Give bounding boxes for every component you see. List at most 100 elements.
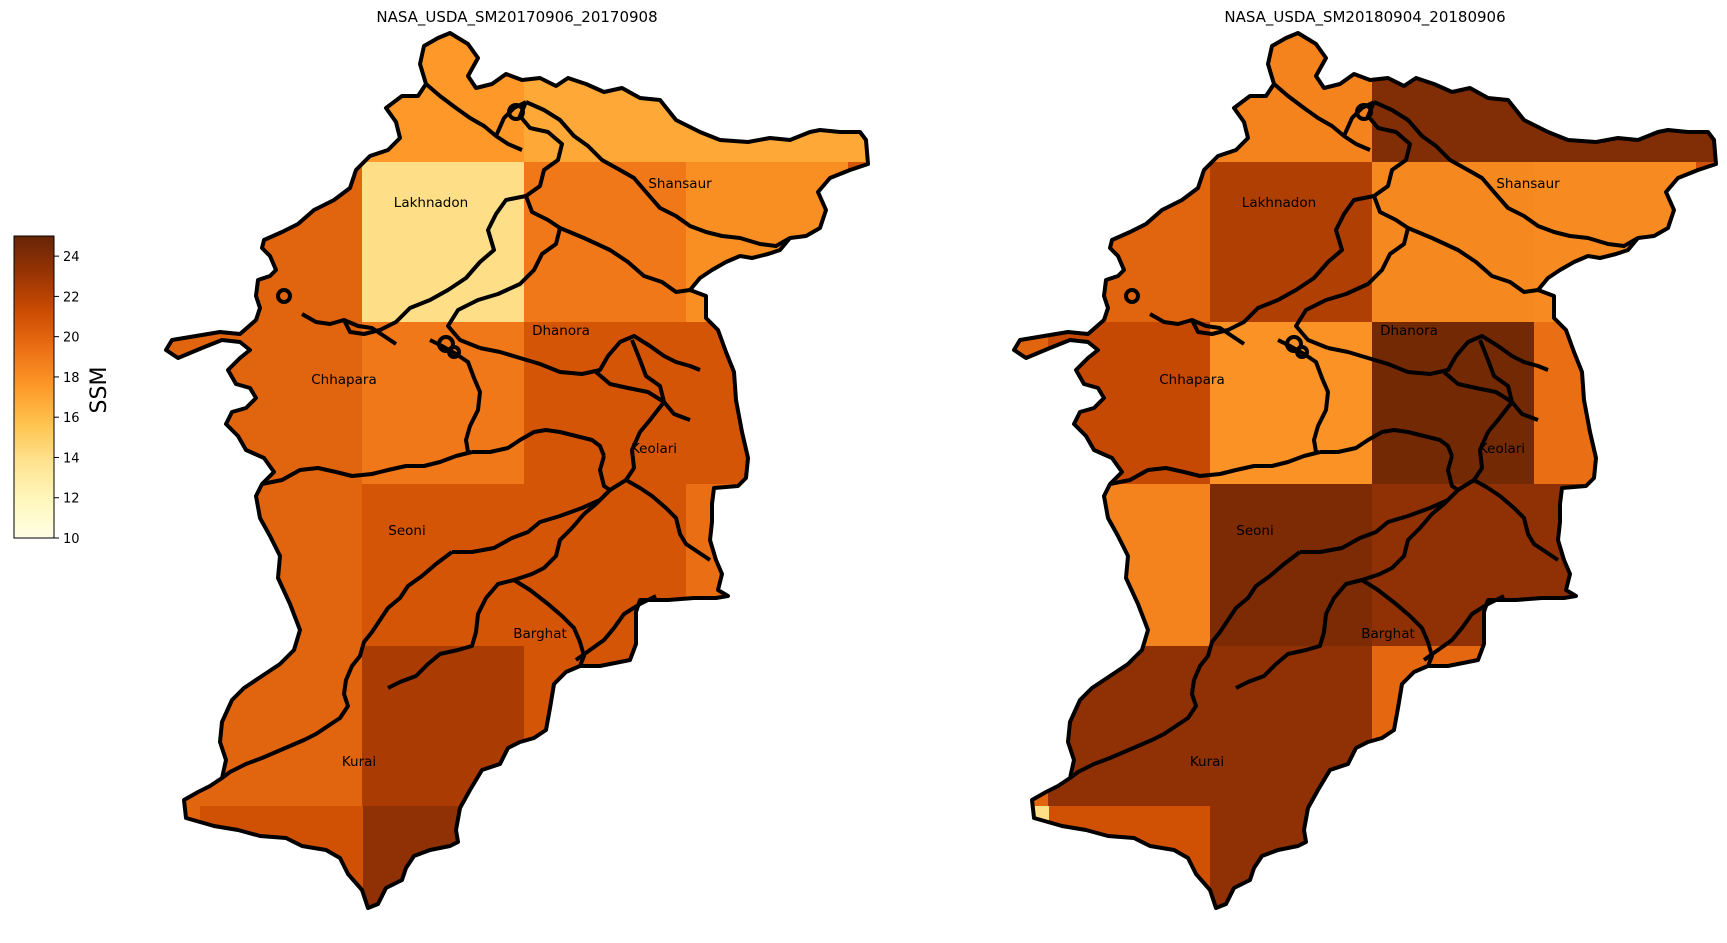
colorbar-tick-label: 16 bbox=[63, 411, 80, 426]
district-boundary bbox=[1360, 578, 1434, 667]
ssm-cell bbox=[686, 322, 849, 485]
ssm-cell bbox=[848, 322, 868, 485]
ssm-cell bbox=[1048, 806, 1211, 908]
ssm-cell bbox=[1048, 322, 1211, 485]
district-boundaries-2017 bbox=[164, 31, 870, 910]
ssm-cell bbox=[1048, 484, 1211, 647]
district-label-seoni: Seoni bbox=[388, 523, 425, 539]
ssm-cell bbox=[1372, 162, 1535, 323]
district-label-shansaur: Shansaur bbox=[1496, 176, 1560, 192]
boundary-loop bbox=[276, 288, 292, 304]
ssm-cell bbox=[1534, 322, 1697, 485]
boundary-loop bbox=[1285, 335, 1303, 353]
ssm-cell bbox=[362, 162, 525, 323]
map-title-2018: NASA_USDA_SM20180904_20180906 bbox=[1224, 8, 1505, 27]
district-label-seoni: Seoni bbox=[1236, 523, 1273, 539]
district-boundary bbox=[289, 550, 454, 748]
district-label-kurai: Kurai bbox=[1190, 754, 1224, 770]
ssm-cell bbox=[1010, 0, 1173, 163]
boundary-loop bbox=[447, 345, 461, 359]
colorbar-ticks: 10 12 14 16 18 20 22 24 bbox=[54, 250, 80, 547]
district-boundary bbox=[446, 101, 564, 350]
ssm-cell bbox=[686, 646, 849, 807]
colorbar-tick-label: 12 bbox=[63, 492, 80, 507]
district-boundary bbox=[625, 478, 712, 562]
ssm-cell bbox=[848, 162, 868, 323]
ssm-cell bbox=[1014, 806, 1049, 908]
boundary-loop bbox=[1124, 288, 1140, 304]
district-labels-2017: Lakhnadon Shansaur Dhanora Chhapara Keol… bbox=[311, 176, 712, 770]
district-boundary bbox=[1109, 450, 1321, 486]
district-label-chhapara: Chhapara bbox=[1159, 372, 1224, 388]
district-boundary bbox=[525, 100, 791, 248]
district-boundary bbox=[1373, 100, 1639, 248]
district-boundary bbox=[424, 82, 523, 152]
outer-boundary bbox=[1012, 31, 1718, 910]
district-boundary bbox=[1235, 488, 1460, 690]
colorbar-tick-label: 18 bbox=[63, 371, 80, 386]
ssm-cell bbox=[1210, 162, 1373, 323]
map-panel-2018: NASA_USDA_SM20180904_20180906 Lakhnadon … bbox=[1012, 8, 1718, 910]
district-boundary bbox=[1190, 194, 1375, 336]
outer-boundary bbox=[164, 31, 870, 910]
district-boundary bbox=[1294, 101, 1412, 350]
district-boundary bbox=[559, 226, 691, 294]
boundary-loop bbox=[437, 335, 455, 353]
boundary-loop bbox=[1295, 345, 1309, 359]
district-label-barghat: Barghat bbox=[1361, 626, 1415, 642]
district-boundary bbox=[472, 428, 606, 457]
district-boundary bbox=[1407, 226, 1539, 294]
ssm-cell bbox=[1210, 806, 1373, 908]
district-label-shansaur: Shansaur bbox=[648, 176, 712, 192]
colorbar-label: SSM bbox=[87, 367, 112, 414]
district-boundary bbox=[1473, 478, 1560, 562]
district-label-dhanora: Dhanora bbox=[1380, 323, 1438, 339]
boundary-loop bbox=[507, 103, 525, 121]
colorbar-tick-label: 14 bbox=[63, 451, 80, 466]
colorbar: 10 12 14 16 18 20 22 24 SSM bbox=[13, 235, 112, 547]
district-boundary bbox=[1300, 400, 1514, 554]
ssm-cell bbox=[848, 33, 868, 163]
district-label-chhapara: Chhapara bbox=[311, 372, 376, 388]
district-label-keolari: Keolari bbox=[1479, 441, 1525, 457]
district-label-barghat: Barghat bbox=[513, 626, 567, 642]
ssm-cell bbox=[362, 646, 525, 807]
ssm-cell bbox=[362, 484, 525, 647]
district-boundary bbox=[1320, 428, 1454, 457]
district-boundary bbox=[261, 450, 473, 486]
ssm-cell bbox=[1210, 484, 1373, 647]
ssm-cell bbox=[848, 484, 868, 647]
colorbar-tick-label: 22 bbox=[63, 290, 80, 305]
district-boundary bbox=[1149, 312, 1246, 346]
district-label-keolari: Keolari bbox=[631, 441, 677, 457]
ssm-cell bbox=[362, 806, 525, 908]
district-boundary bbox=[1478, 339, 1514, 403]
ssm-cell bbox=[524, 806, 687, 908]
district-boundary bbox=[574, 594, 657, 662]
district-labels-2018: Lakhnadon Shansaur Dhanora Chhapara Keol… bbox=[1159, 176, 1560, 770]
district-boundary bbox=[301, 312, 398, 346]
map-panel-2017: NASA_USDA_SM20170906_20170908 Lakhnadon … bbox=[164, 0, 1173, 910]
district-label-lakhnadon: Lakhnadon bbox=[1242, 195, 1316, 211]
district-boundary bbox=[594, 370, 691, 422]
district-boundary bbox=[1422, 594, 1505, 662]
district-label-lakhnadon: Lakhnadon bbox=[394, 195, 468, 211]
district-boundary bbox=[1327, 334, 1549, 376]
district-boundary bbox=[1446, 455, 1460, 492]
ssm-cell bbox=[200, 806, 363, 908]
district-boundary bbox=[387, 488, 612, 690]
district-boundary bbox=[512, 578, 586, 667]
ssm-raster-2017 bbox=[166, 0, 1173, 908]
district-label-dhanora: Dhanora bbox=[532, 323, 590, 339]
district-boundary bbox=[630, 339, 666, 403]
district-boundary bbox=[452, 400, 666, 554]
district-boundary bbox=[479, 334, 701, 376]
colorbar-bar bbox=[13, 235, 55, 539]
district-boundary bbox=[1272, 82, 1371, 152]
district-boundary bbox=[598, 455, 612, 492]
district-label-kurai: Kurai bbox=[342, 754, 376, 770]
district-boundary bbox=[1068, 744, 1139, 780]
district-boundary bbox=[1442, 370, 1539, 422]
district-boundary bbox=[342, 194, 527, 336]
